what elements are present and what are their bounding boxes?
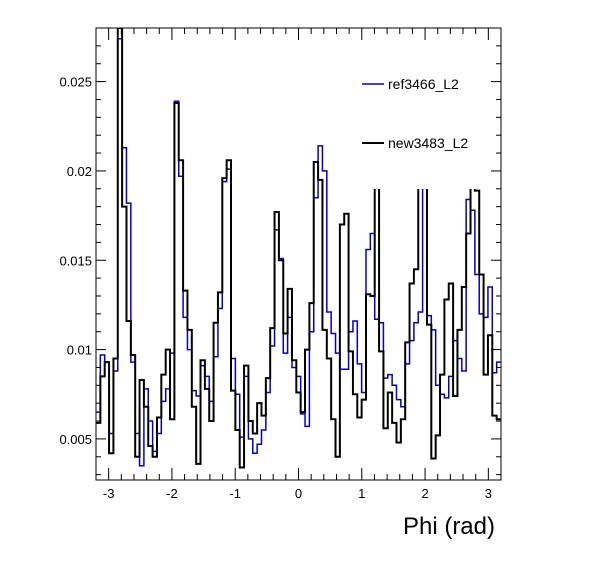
series-line-new — [96, 28, 501, 469]
x-tick-label: 1 — [358, 486, 365, 501]
y-tick-label: 0.025 — [59, 75, 92, 90]
legend-box — [354, 31, 497, 189]
x-axis-title: Phi (rad) — [403, 513, 495, 540]
x-tick-label: -3 — [103, 486, 115, 501]
x-tick-label: 3 — [485, 486, 492, 501]
x-tick-label: -2 — [166, 486, 178, 501]
y-tick-label: 0.02 — [67, 164, 92, 179]
y-tick-label: 0.015 — [59, 253, 92, 268]
legend-label-ref: ref3466_L2 — [388, 76, 459, 92]
legend: ref3466_L2 new3483_L2 — [354, 31, 497, 189]
legend-label-new: new3483_L2 — [388, 135, 468, 151]
x-tick-label: 0 — [295, 486, 302, 501]
x-tick-label: 2 — [421, 486, 428, 501]
series-layer — [96, 28, 501, 469]
y-tick-label: 0.005 — [59, 432, 92, 447]
axes: -3 -2 -1 0 1 2 3 0.005 0.01 0.015 0.02 0.025 — [59, 27, 502, 501]
x-tick-label: -1 — [229, 486, 241, 501]
y-tick-label: 0.01 — [67, 343, 92, 358]
